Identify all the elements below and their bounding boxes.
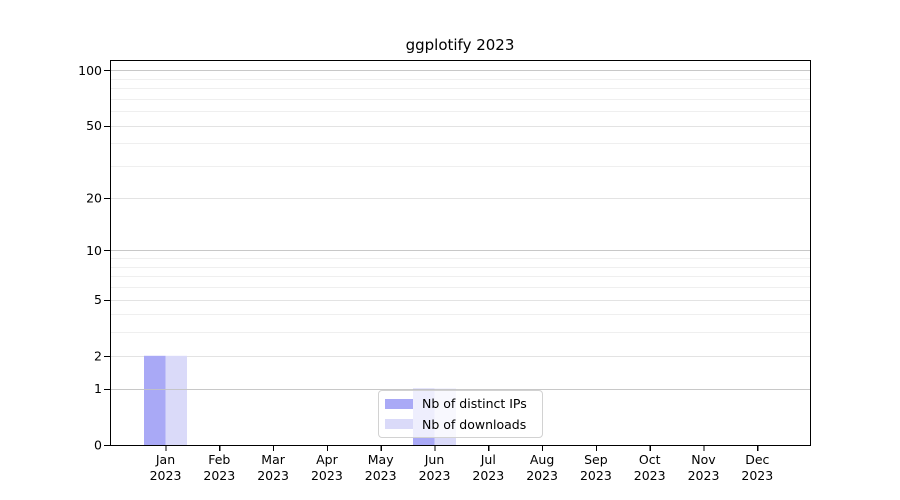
y-tick-label: 5 xyxy=(94,292,102,307)
legend-label-downloads: Nb of downloads xyxy=(422,416,527,432)
x-tick-label-month: Mar xyxy=(261,452,285,467)
x-tick-label-month: Aug xyxy=(530,452,554,467)
x-tick-label-month: May xyxy=(368,452,394,467)
y-tick-label: 0 xyxy=(94,438,102,453)
x-tick-label-month: Jul xyxy=(480,452,496,467)
x-tick-label-year: 2023 xyxy=(419,468,451,483)
bar-nb-of-distinct-ips-jan xyxy=(144,355,166,445)
legend-item-downloads: Nb of downloads xyxy=(385,416,534,434)
y-tick-label: 50 xyxy=(86,118,102,133)
x-tick-label-month: Jun xyxy=(424,452,445,467)
x-tick-label-year: 2023 xyxy=(688,468,720,483)
y-tick-label: 10 xyxy=(86,243,102,258)
x-tick-label-month: Feb xyxy=(208,452,230,467)
x-tick-label-year: 2023 xyxy=(472,468,504,483)
legend-swatch-distinct-ips xyxy=(385,398,413,409)
y-tick-label: 2 xyxy=(94,348,102,363)
x-tick-label-month: Sep xyxy=(584,452,608,467)
x-tick-label-year: 2023 xyxy=(526,468,558,483)
x-tick-label-year: 2023 xyxy=(311,468,343,483)
legend-item-distinct-ips: Nb of distinct IPs xyxy=(385,395,534,413)
x-tick-label-month: Oct xyxy=(639,452,661,467)
chart-title: ggplotify 2023 xyxy=(405,36,515,54)
y-tick-label: 100 xyxy=(78,63,102,78)
x-tick-label-year: 2023 xyxy=(741,468,773,483)
x-tick-label-year: 2023 xyxy=(203,468,235,483)
x-tick-label-year: 2023 xyxy=(257,468,289,483)
legend-label-distinct-ips: Nb of distinct IPs xyxy=(422,396,527,412)
bar-nb-of-downloads-jan xyxy=(165,355,187,445)
x-tick-label-month: Dec xyxy=(745,452,769,467)
y-tick-label: 20 xyxy=(86,190,102,205)
x-tick-label-year: 2023 xyxy=(150,468,182,483)
y-tick-label: 1 xyxy=(94,381,102,396)
x-tick-label-year: 2023 xyxy=(634,468,666,483)
x-tick-label-year: 2023 xyxy=(365,468,397,483)
x-tick-label-month: Apr xyxy=(316,452,338,467)
legend-swatch-downloads xyxy=(385,419,413,430)
plot-box xyxy=(109,59,812,447)
legend: Nb of distinct IPs Nb of downloads xyxy=(378,390,543,438)
x-tick-label-year: 2023 xyxy=(580,468,612,483)
x-tick-label-month: Jan xyxy=(155,452,175,467)
x-tick-label-month: Nov xyxy=(691,452,716,467)
